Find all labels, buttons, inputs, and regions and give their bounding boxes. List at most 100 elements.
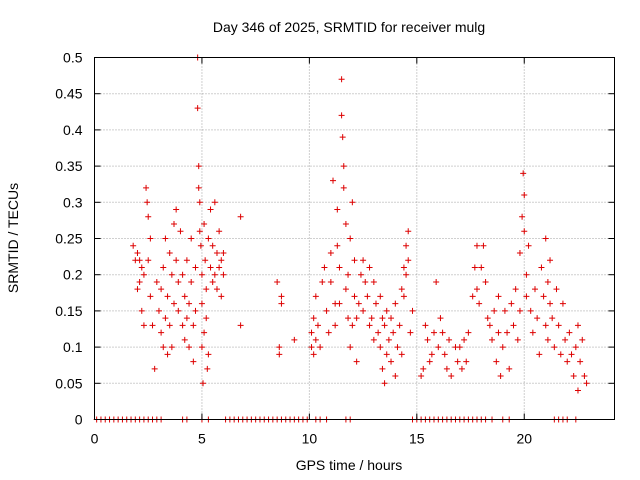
data-point [327,249,334,256]
data-point [216,228,223,235]
data-point [512,286,519,293]
data-point [332,322,339,329]
data-point [310,315,317,322]
data-point [181,336,188,343]
data-point [140,271,147,278]
data-point [153,278,160,285]
data-point [158,329,165,336]
data-point [360,257,367,264]
data-point [366,264,373,271]
x-tick-label: 10 [302,431,318,447]
data-point [201,221,208,228]
data-point [349,322,356,329]
data-point [202,257,209,264]
data-point [448,373,455,380]
data-point [345,271,352,278]
y-axis-label: SRMTID / TECUs [5,183,21,293]
data-point [334,206,341,213]
data-point [368,315,375,322]
y-tick-label: 0.45 [55,86,82,102]
y-tick-label: 0.25 [55,231,82,247]
data-point [383,307,390,314]
x-axis-label: GPS time / hours [296,457,403,473]
data-point [501,307,508,314]
data-point [192,307,199,314]
data-point [183,257,190,264]
data-point [441,351,448,358]
data-point [381,322,388,329]
data-point [149,322,156,329]
data-point [308,329,315,336]
data-point [334,242,341,249]
y-tick-label: 0.15 [55,303,82,319]
data-point [562,336,569,343]
data-point [572,344,579,351]
data-point [364,293,371,300]
data-point [357,271,364,278]
data-point [555,322,562,329]
data-point [188,235,195,242]
data-point [577,358,584,365]
data-point [171,300,178,307]
data-point [162,315,169,322]
data-point [418,373,425,380]
data-point [158,286,165,293]
data-point [336,300,343,307]
data-point [211,271,218,278]
data-point [396,322,403,329]
data-point [433,278,440,285]
data-point [319,278,326,285]
data-point [372,300,379,307]
data-point [166,322,173,329]
data-point [136,278,143,285]
data-point [525,242,532,249]
data-point [147,293,154,300]
data-point [471,264,478,271]
data-point [345,315,352,322]
data-point [198,300,205,307]
y-tick-label: 0.3 [63,194,83,210]
data-point [134,249,141,256]
data-point [339,134,346,141]
data-point [203,286,210,293]
data-point [147,235,154,242]
data-point [203,315,210,322]
data-point [542,322,549,329]
data-point [516,307,523,314]
data-point [519,213,526,220]
data-point [523,271,530,278]
grid-lines [94,57,615,420]
data-point [144,199,151,206]
data-point [557,351,564,358]
data-point [504,329,511,336]
data-point [370,336,377,343]
data-point [325,329,332,336]
data-point [521,228,528,235]
data-point [375,329,382,336]
x-tick-label: 5 [198,431,206,447]
data-point [508,300,515,307]
data-point [405,228,412,235]
data-point [205,351,212,358]
data-point [207,264,214,271]
data-point [394,344,401,351]
data-point [551,344,558,351]
data-point [218,257,225,264]
data-point [398,286,405,293]
data-point [547,300,554,307]
data-point [194,105,201,112]
data-point [435,344,442,351]
data-point [164,351,171,358]
data-point [476,300,483,307]
data-point [495,329,502,336]
data-point [213,286,220,293]
data-point [407,329,414,336]
y-tick-label: 0 [75,412,83,428]
data-point [204,365,211,372]
data-point [278,300,285,307]
data-point [308,344,315,351]
data-point [200,380,207,387]
data-point [340,184,347,191]
y-tick-label: 0.2 [63,267,83,283]
data-point [323,307,330,314]
